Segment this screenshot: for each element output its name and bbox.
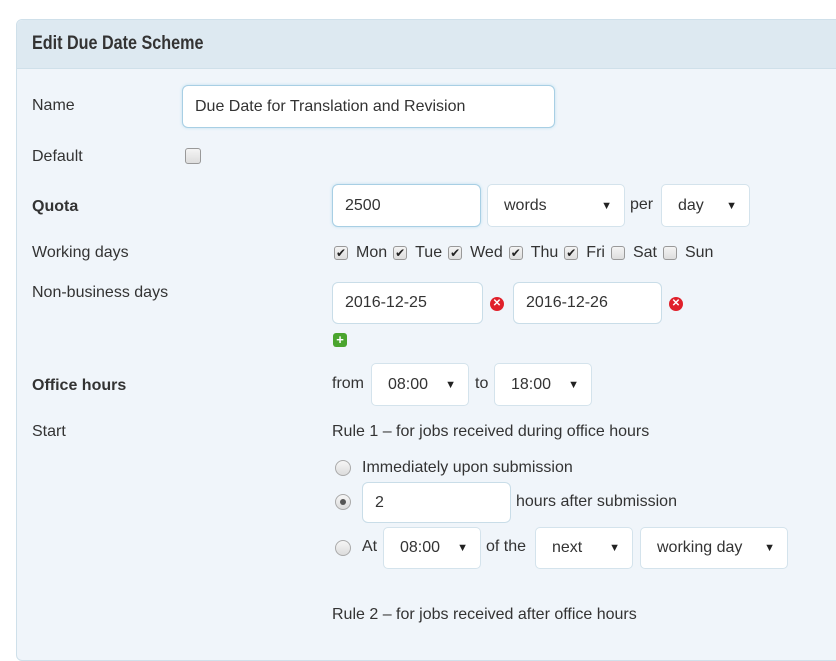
day-label: Thu — [530, 244, 559, 261]
day-checkbox-mon[interactable]: ✔ — [334, 246, 348, 260]
day-label: Mon — [356, 244, 388, 261]
caret-down-icon: ▼ — [568, 378, 579, 391]
from-label: from — [332, 375, 364, 392]
quota-unit-value: words — [504, 196, 547, 214]
caret-down-icon: ▼ — [457, 542, 468, 554]
panel-header: Edit Due Date Scheme — [17, 20, 836, 69]
hours-after-input[interactable]: 2 — [362, 482, 511, 523]
radio-hours-after[interactable] — [335, 494, 351, 510]
day-label: Sat — [632, 244, 657, 261]
start-label: Start — [32, 423, 66, 440]
day-checkbox-sun[interactable] — [662, 246, 677, 260]
at-label: At — [362, 538, 378, 555]
which-value: next — [552, 539, 583, 556]
to-label: to — [475, 375, 489, 392]
working-days-group: ✔ Mon ✔ Tue ✔ Wed ✔ Thu ✔ Fri Sat Sun — [334, 243, 719, 263]
caret-down-icon: ▼ — [764, 542, 775, 554]
non-business-date-input-1[interactable]: 2016-12-25 — [332, 282, 483, 324]
name-input[interactable]: Due Date for Translation and Revision — [182, 85, 555, 128]
caret-down-icon: ▼ — [609, 542, 620, 554]
rule1-title: Rule 1 – for jobs received during office… — [332, 423, 650, 440]
day-label: Wed — [470, 244, 503, 261]
office-from-select[interactable]: 08:00 ▼ — [371, 363, 469, 406]
date-value: 2016-12-25 — [345, 294, 427, 311]
at-time-value: 08:00 — [400, 539, 441, 556]
quota-period-value: day — [678, 196, 704, 214]
non-business-days-label: Non-business days — [32, 284, 169, 301]
add-date-icon[interactable]: + — [333, 333, 347, 347]
day-label: Fri — [586, 244, 605, 261]
caret-down-icon: ▼ — [726, 199, 737, 212]
caret-down-icon: ▼ — [601, 199, 612, 212]
quota-input[interactable]: 2500 — [332, 184, 481, 227]
name-value: Due Date for Translation and Revision — [195, 97, 466, 115]
quota-label: Quota — [32, 198, 79, 215]
hours-value: 2 — [375, 493, 384, 511]
day-checkbox-sat[interactable] — [610, 246, 625, 260]
non-business-date-input-2[interactable]: 2016-12-26 — [513, 282, 662, 324]
which-day-select[interactable]: next ▼ — [535, 527, 633, 569]
default-checkbox[interactable] — [185, 148, 201, 164]
caret-down-icon: ▼ — [445, 378, 456, 391]
day-checkbox-tue[interactable]: ✔ — [393, 246, 408, 260]
default-label: Default — [32, 148, 83, 165]
day-label: Sun — [684, 244, 714, 261]
day-type-select[interactable]: working day ▼ — [640, 527, 788, 569]
radio-immediately[interactable] — [335, 460, 351, 476]
quota-unit-select[interactable]: words ▼ — [487, 184, 625, 227]
office-hours-label: Office hours — [32, 377, 127, 394]
quota-value: 2500 — [345, 196, 381, 214]
working-days-label: Working days — [32, 244, 129, 261]
immediately-label: Immediately upon submission — [362, 459, 573, 476]
date-value: 2016-12-26 — [526, 294, 608, 311]
day-checkbox-wed[interactable]: ✔ — [448, 246, 463, 260]
day-type-value: working day — [657, 539, 743, 556]
day-checkbox-fri[interactable]: ✔ — [564, 246, 579, 260]
to-value: 18:00 — [511, 375, 552, 393]
quota-period-select[interactable]: day ▼ — [661, 184, 750, 227]
remove-date-icon[interactable]: ✕ — [490, 297, 504, 311]
office-to-select[interactable]: 18:00 ▼ — [494, 363, 592, 406]
rule2-title: Rule 2 – for jobs received after office … — [332, 606, 637, 623]
radio-at-time[interactable] — [335, 540, 351, 556]
from-value: 08:00 — [388, 375, 429, 393]
name-label: Name — [32, 97, 75, 114]
day-label: Tue — [415, 244, 443, 261]
day-checkbox-thu[interactable]: ✔ — [508, 246, 523, 260]
at-time-select[interactable]: 08:00 ▼ — [383, 527, 481, 569]
of-the-label: of the — [486, 538, 527, 555]
panel-title: Edit Due Date Scheme — [32, 33, 204, 54]
hours-after-label: hours after submission — [516, 493, 677, 510]
per-label: per — [630, 196, 654, 213]
remove-date-icon[interactable]: ✕ — [669, 297, 683, 311]
